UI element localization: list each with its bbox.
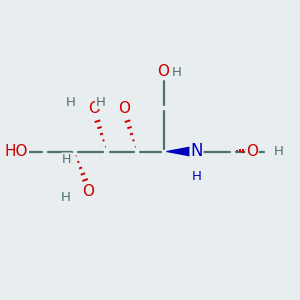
Text: N: N — [190, 142, 203, 160]
Text: O: O — [118, 101, 130, 116]
Text: O: O — [82, 184, 94, 200]
Text: H: H — [96, 95, 106, 109]
Text: O: O — [88, 101, 101, 116]
Text: H: H — [66, 95, 76, 109]
Text: H: H — [61, 191, 70, 204]
Text: H: H — [172, 66, 182, 79]
Polygon shape — [167, 146, 192, 157]
Text: O: O — [246, 144, 258, 159]
Text: H: H — [192, 170, 201, 184]
Text: H: H — [62, 153, 71, 166]
Text: O: O — [158, 64, 169, 80]
Text: H: H — [274, 145, 284, 158]
Text: HO: HO — [5, 144, 28, 159]
